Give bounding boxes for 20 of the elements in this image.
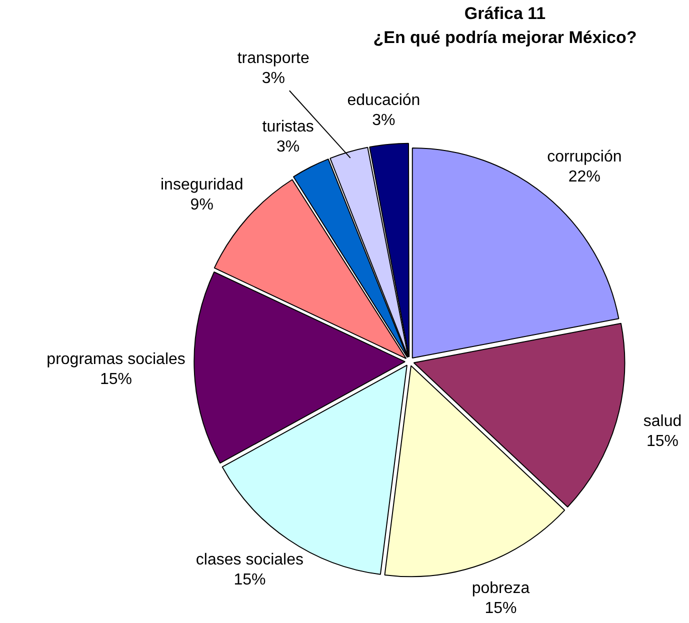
data-label: 15% bbox=[646, 433, 679, 450]
data-label: 15% bbox=[100, 370, 132, 388]
slice-label: salud bbox=[643, 413, 682, 430]
slice-label: pobreza bbox=[472, 580, 530, 598]
slice-label: turistas bbox=[262, 118, 314, 136]
slice-label: clases sociales bbox=[196, 551, 304, 568]
data-label: 9% bbox=[190, 196, 214, 214]
slice-label: inseguridad bbox=[160, 176, 244, 194]
slice-label: programas sociales bbox=[46, 350, 186, 368]
data-label: 22% bbox=[568, 168, 600, 186]
data-label: 3% bbox=[276, 138, 300, 156]
data-label: 15% bbox=[234, 571, 266, 588]
slice-label: corrupción bbox=[547, 148, 622, 166]
slice-label: educación bbox=[347, 92, 420, 110]
slice-label: transporte bbox=[237, 50, 310, 68]
chart-subtitle: ¿En qué podría mejorar México? bbox=[372, 27, 638, 49]
data-label: 15% bbox=[484, 600, 517, 618]
data-label: 3% bbox=[262, 70, 285, 88]
data-label: 3% bbox=[372, 112, 396, 130]
chart-title: Gráfica 11 bbox=[463, 3, 547, 25]
